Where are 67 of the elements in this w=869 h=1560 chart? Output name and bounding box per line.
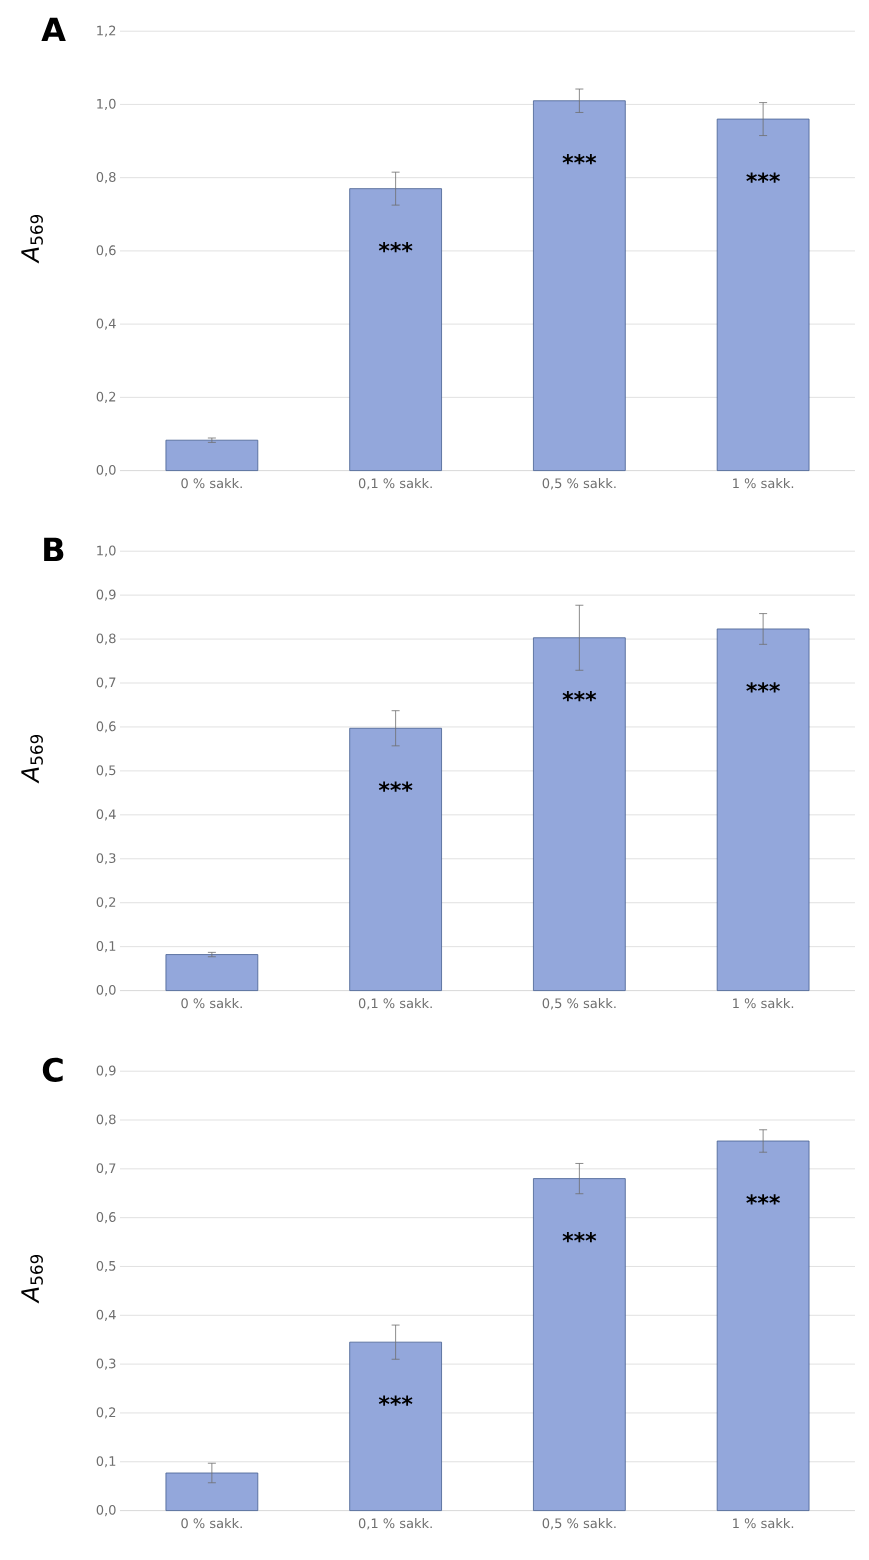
bar — [165, 954, 259, 991]
y-tick-label: 0,9 — [96, 589, 116, 601]
y-tick-label: 0,0 — [96, 1505, 116, 1517]
y-tick-label: 0,1 — [96, 1456, 116, 1468]
y-tick-label: 0,3 — [96, 853, 116, 865]
y-tick-label: 0,6 — [96, 245, 116, 257]
y-tick-label: 1,2 — [97, 25, 116, 37]
x-tick-label: 0,5 % sakk. — [542, 998, 616, 1010]
y-tick-label: 0,9 — [96, 1065, 116, 1077]
y-axis-title: A$_{569}$ — [21, 214, 43, 264]
y-tick-label: 0,5 — [96, 765, 116, 777]
annotation: *** — [378, 1395, 413, 1406]
x-tick-label: 0 % sakk. — [181, 998, 242, 1009]
bar — [165, 1472, 259, 1511]
y-tick-label: 0,6 — [96, 721, 116, 733]
x-tick-label: 1 % sakk. — [733, 1518, 794, 1529]
bar — [533, 100, 626, 471]
chart-title: C — [42, 1057, 63, 1082]
annotation: *** — [562, 1231, 597, 1243]
bar — [716, 628, 810, 991]
x-tick-label: 0,1 % sakk. — [358, 478, 432, 490]
y-tick-label: 0,7 — [96, 677, 116, 689]
y-tick-label: 0,2 — [96, 897, 116, 909]
y-axis-title: A$_{569}$ — [21, 1254, 43, 1304]
y-tick-label: 0,5 — [96, 1260, 116, 1273]
x-tick-label: 0,5 % sakk. — [542, 478, 616, 490]
y-tick-label: 0,1 — [96, 941, 116, 953]
annotation: *** — [378, 241, 413, 253]
annotation: *** — [378, 781, 413, 792]
bar — [349, 727, 442, 991]
y-tick-label: 0,8 — [96, 172, 116, 184]
y-tick-label: 1,0 — [97, 545, 116, 557]
y-axis-title: A$_{569}$ — [21, 734, 43, 784]
chart-title: B — [44, 537, 64, 562]
annotation: *** — [562, 154, 597, 165]
annotation: *** — [746, 1194, 780, 1205]
y-tick-label: 0,7 — [96, 1163, 116, 1175]
y-tick-label: 0,0 — [96, 985, 116, 997]
bar — [165, 439, 259, 471]
x-tick-label: 0 % sakk. — [181, 1518, 242, 1529]
x-tick-label: 0,1 % sakk. — [358, 998, 432, 1010]
bar — [533, 637, 626, 991]
y-tick-label: 0,3 — [96, 1358, 116, 1370]
y-tick-label: 0,2 — [96, 1407, 116, 1419]
x-tick-label: 0,1 % sakk. — [358, 1518, 432, 1530]
x-tick-label: 0,5 % sakk. — [542, 1518, 616, 1530]
annotation: *** — [562, 691, 597, 702]
y-tick-label: 0,2 — [96, 391, 116, 403]
bar — [349, 1341, 442, 1511]
y-tick-label: 0,4 — [96, 1309, 116, 1321]
y-tick-label: 0,8 — [96, 633, 116, 645]
y-tick-label: 0,4 — [96, 318, 116, 330]
y-tick-label: 0,8 — [96, 1114, 116, 1126]
annotation: *** — [746, 172, 780, 183]
y-tick-label: 0,4 — [96, 809, 116, 821]
chart-title: A — [41, 17, 66, 42]
bar — [716, 1140, 810, 1511]
bar — [716, 118, 810, 471]
x-tick-label: 1 % sakk. — [733, 478, 794, 489]
y-tick-label: 0,0 — [96, 465, 116, 477]
bar — [533, 1178, 626, 1511]
x-tick-label: 0 % sakk. — [181, 478, 242, 489]
y-tick-label: 1,0 — [97, 98, 116, 110]
x-tick-label: 1 % sakk. — [733, 998, 794, 1009]
bar — [349, 188, 442, 471]
annotation: *** — [746, 682, 780, 693]
y-tick-label: 0,6 — [96, 1212, 116, 1224]
